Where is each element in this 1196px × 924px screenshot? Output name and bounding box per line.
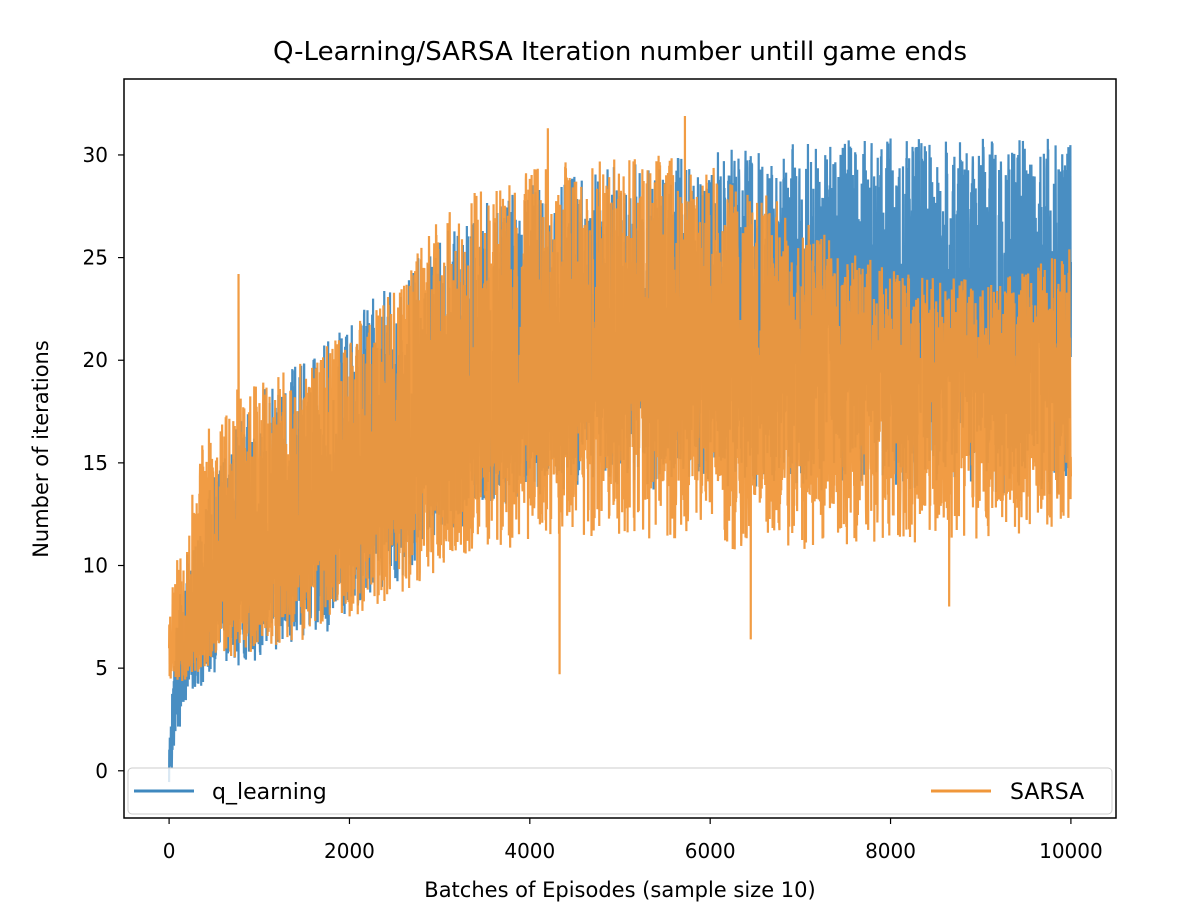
x-axis: 0 2000 4000 6000 8000 10000 [163,818,1103,863]
y-tick-label: 30 [83,143,108,167]
legend-box [127,767,1113,815]
y-tick-label: 5 [95,656,108,680]
series-line-sarsa [167,115,1073,681]
y-tick-label: 10 [83,554,108,578]
x-tick-label: 2000 [324,839,375,863]
legend-label-sarsa: SARSA [1010,780,1084,805]
legend-label-q-learning: q_learning [212,780,327,805]
x-tick-label: 0 [163,839,176,863]
x-axis-title: Batches of Episodes (sample size 10) [424,878,815,902]
y-axis: 0 5 10 15 20 25 30 [83,143,124,783]
y-tick-label: 20 [83,348,108,372]
y-tick-label: 25 [83,246,108,270]
x-tick-label: 8000 [865,839,916,863]
x-tick-label: 4000 [504,839,555,863]
y-tick-label: 0 [95,759,108,783]
x-tick-label: 6000 [685,839,736,863]
x-tick-label: 10000 [1039,839,1103,863]
series-layer [167,115,1073,783]
chart-title: Q-Learning/SARSA Iteration number untill… [273,37,967,67]
y-axis-title: Number of iterations [29,340,53,558]
legend: q_learning SARSA [127,767,1113,815]
y-tick-label: 15 [83,451,108,475]
plot-frame [123,78,1117,819]
